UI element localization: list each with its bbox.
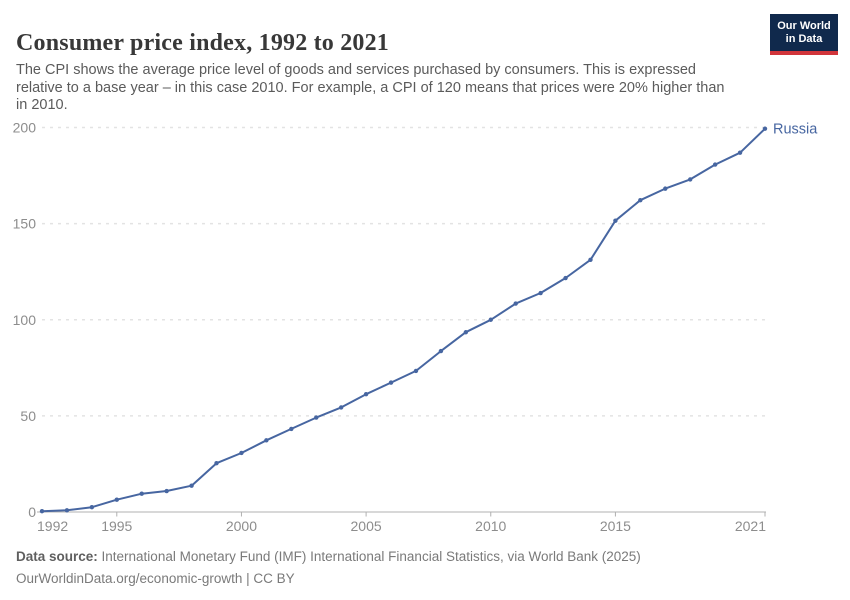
data-point-1992[interactable]	[39, 509, 45, 514]
data-point-2003[interactable]	[314, 415, 319, 420]
data-point-1996[interactable]	[139, 491, 144, 496]
owid-logo-text-line2: in Data	[785, 33, 823, 45]
data-point-1997[interactable]	[164, 488, 169, 494]
data-point-1999[interactable]	[214, 460, 219, 466]
data-point-2012[interactable]	[538, 290, 543, 296]
y-tick-label-200: 200	[13, 120, 37, 136]
data-point-2001[interactable]	[264, 438, 269, 443]
owid-logo[interactable]: Our World in Data	[770, 14, 838, 55]
chart-subtitle: The CPI shows the average price level of…	[16, 62, 776, 115]
y-tick-label-0: 0	[28, 504, 36, 520]
data-point-2004[interactable]	[338, 405, 344, 410]
data-point-2007[interactable]	[413, 368, 419, 374]
data-point-2010[interactable]	[488, 317, 493, 322]
chart-footer: Data source: International Monetary Fund…	[16, 546, 641, 590]
data-point-2011[interactable]	[513, 301, 518, 306]
data-point-2016[interactable]	[638, 197, 643, 203]
x-tick-label-2005: 2005	[351, 518, 382, 534]
data-point-2002[interactable]	[289, 426, 294, 432]
data-point-2013[interactable]	[563, 275, 568, 281]
data-point-2017[interactable]	[663, 186, 668, 191]
owid-logo-text-line1: Our World	[777, 20, 831, 32]
x-tick-label-2021: 2021	[735, 518, 766, 534]
subtitle-line: The CPI shows the average price level of…	[16, 62, 696, 78]
y-tick-label-100: 100	[13, 312, 37, 328]
y-tick-label-150: 150	[13, 216, 37, 232]
x-tick-label-2000: 2000	[226, 518, 257, 534]
data-point-2008[interactable]	[438, 348, 444, 354]
data-source-label: Data source:	[16, 549, 98, 564]
data-source-line: Data source: International Monetary Fund…	[16, 546, 641, 568]
data-point-2006[interactable]	[388, 380, 394, 385]
x-tick-label-1992: 1992	[37, 518, 68, 534]
series-end-label-russia[interactable]: Russia	[773, 122, 818, 138]
data-point-1994[interactable]	[89, 504, 95, 510]
x-tick-label-2010: 2010	[475, 518, 506, 534]
data-point-2009[interactable]	[463, 330, 469, 335]
data-point-2015[interactable]	[613, 218, 618, 223]
data-point-2000[interactable]	[239, 450, 244, 456]
data-point-1998[interactable]	[189, 483, 194, 488]
attribution-line: OurWorldinData.org/economic-growth | CC …	[16, 571, 295, 586]
data-point-2005[interactable]	[363, 391, 369, 397]
data-source-text: International Monetary Fund (IMF) Intern…	[97, 549, 641, 564]
chart-title: Consumer price index, 1992 to 2021	[16, 30, 390, 57]
subtitle-line: in 2010.	[16, 97, 68, 113]
x-tick-label-1995: 1995	[101, 518, 132, 534]
cpi-line-chart[interactable]: 0 50 100 150 200 1992 1995 2000 2005 2010 2015 2021…	[0, 110, 850, 550]
chart-line-russia[interactable]	[41, 127, 766, 513]
data-point-1995[interactable]	[114, 497, 119, 502]
data-point-1993[interactable]	[64, 508, 70, 513]
y-tick-label-50: 50	[20, 408, 36, 424]
subtitle-line: relative to a base year – in this case 2…	[16, 79, 725, 96]
data-point-2018[interactable]	[688, 177, 693, 182]
data-point-2020[interactable]	[737, 150, 743, 155]
x-tick-label-2015: 2015	[600, 518, 631, 534]
data-point-2021[interactable]	[762, 126, 768, 131]
data-point-2014[interactable]	[588, 257, 593, 262]
data-point-2019[interactable]	[712, 162, 718, 167]
